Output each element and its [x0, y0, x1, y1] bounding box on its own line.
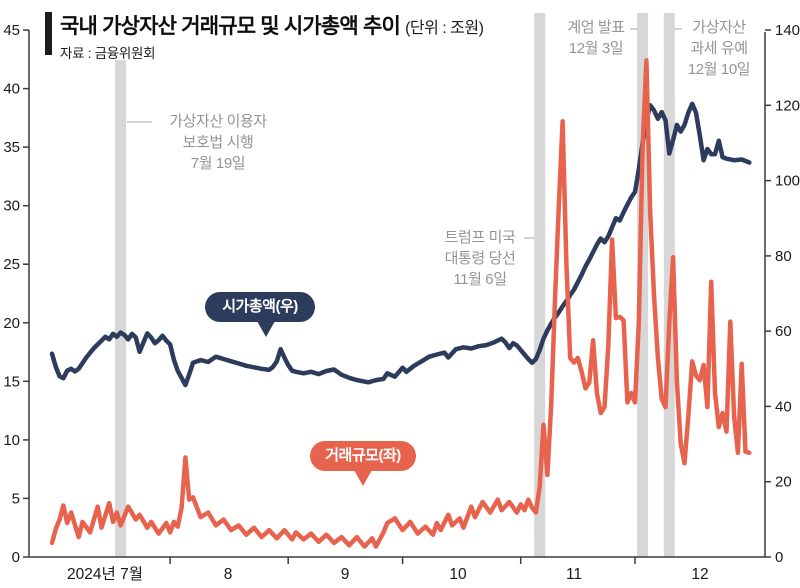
chart-title-text: 국내 가상자산 거래규모 및 시가총액 추이 — [60, 15, 401, 38]
y-axis-left-tick-label: 15 — [3, 373, 20, 390]
y-axis-right-tick-label: 140 — [775, 22, 800, 39]
y-axis-right-tick-label: 0 — [775, 549, 783, 566]
y-axis-right-tick-label: 60 — [775, 323, 792, 340]
y-axis-right-tick-label: 120 — [775, 97, 800, 114]
annotation-protection-law: 가상자산 이용자 보호법 시행 7월 19일 — [153, 111, 283, 174]
x-axis-tick-label: 8 — [224, 566, 233, 583]
annotation-line: 7월 19일 — [190, 155, 246, 172]
annotation-line: 대통령 당선 — [444, 250, 516, 267]
event-band — [637, 13, 649, 557]
y-axis-right-tick-label: 80 — [775, 248, 792, 265]
annotation-line: 가상자산 이용자 — [169, 113, 267, 130]
event-band — [115, 60, 127, 557]
x-axis-tick-label: 2024년 7월 — [67, 565, 143, 583]
y-axis-left-tick-label: 10 — [3, 432, 20, 449]
y-axis-left-tick-label: 0 — [12, 549, 20, 566]
annotation-line: 과세 유예 — [690, 40, 748, 57]
annotation-line: 11월 6일 — [453, 271, 507, 288]
y-axis-left-tick-label: 40 — [3, 81, 20, 98]
annotation-martial-law: 계엄 발표 12월 3일 — [556, 17, 636, 59]
y-axis-left-tick-label: 25 — [3, 256, 20, 273]
annotation-tax-deferral: 가상자산 과세 유예 12월 10일 — [682, 17, 756, 80]
legend-volume: 거래규모(좌) — [310, 441, 416, 486]
title-accent-bar — [45, 12, 52, 55]
y-axis-left-tick-label: 30 — [3, 198, 20, 215]
y-axis-left-tick-label: 5 — [12, 490, 20, 507]
annotation-line: 12월 10일 — [687, 61, 751, 78]
y-axis-left-tick-label: 35 — [3, 139, 20, 156]
page-title: 국내 가상자산 거래규모 및 시가총액 추이 (단위 : 조원) — [60, 10, 484, 40]
event-band — [534, 13, 546, 557]
volume-line — [49, 58, 752, 549]
annotation-line: 트럼프 미국 — [444, 229, 516, 246]
unit-label: (단위 : 조원) — [405, 20, 484, 37]
annotation-line: 가상자산 — [692, 19, 746, 36]
x-axis-tick-label: 12 — [691, 566, 708, 583]
y-axis-right-tick-label: 100 — [775, 173, 800, 190]
x-axis-tick-label: 10 — [449, 566, 467, 583]
y-axis-left-tick-label: 45 — [3, 22, 20, 39]
legend-market-cap: 시가총액(우) — [205, 292, 315, 337]
source-label: 자료 : 금융위원회 — [60, 46, 156, 61]
x-axis-tick-label: 11 — [566, 566, 582, 583]
y-axis-right-tick-label: 20 — [775, 474, 792, 491]
y-axis-right-tick-label: 40 — [775, 398, 792, 415]
x-axis-tick-label: 9 — [341, 566, 350, 583]
y-axis-left-tick-label: 20 — [3, 315, 20, 332]
annotation-line: 계엄 발표 — [567, 19, 625, 36]
annotation-line: 12월 3일 — [568, 40, 624, 57]
annotation-trump-election: 트럼프 미국 대통령 당선 11월 6일 — [426, 227, 534, 290]
annotation-line: 보호법 시행 — [182, 134, 254, 151]
